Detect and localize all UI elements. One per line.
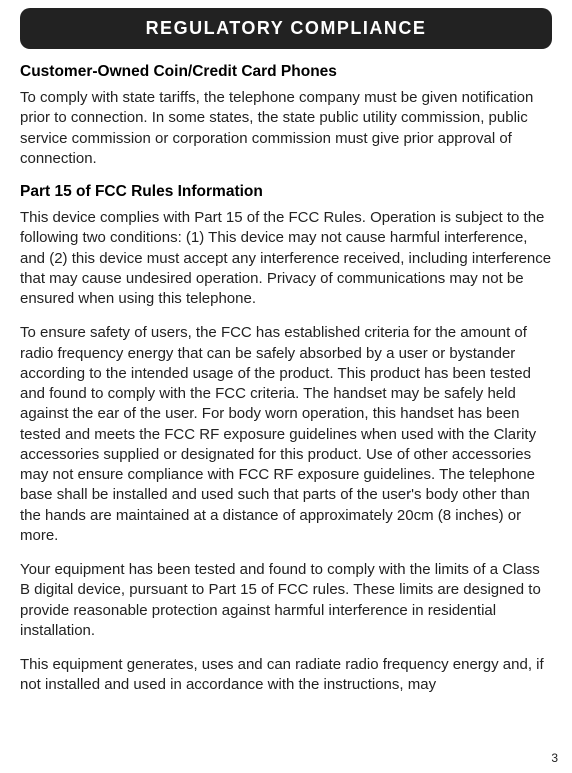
paragraph: This device complies with Part 15 of the… [20, 208, 552, 309]
header-title: REGULATORY COMPLIANCE [146, 18, 427, 38]
section-1: Customer-Owned Coin/Credit Card Phones T… [20, 63, 552, 169]
paragraph: To comply with state tariffs, the teleph… [20, 88, 552, 169]
section-heading-2: Part 15 of FCC Rules Information [20, 183, 552, 201]
section-2: Part 15 of FCC Rules Information This de… [20, 183, 552, 696]
header-banner: REGULATORY COMPLIANCE [20, 8, 552, 49]
page-number: 3 [551, 751, 558, 765]
paragraph: This equipment generates, uses and can r… [20, 655, 552, 696]
section-heading-1: Customer-Owned Coin/Credit Card Phones [20, 63, 552, 81]
paragraph: To ensure safety of users, the FCC has e… [20, 323, 552, 546]
paragraph: Your equipment has been tested and found… [20, 560, 552, 641]
